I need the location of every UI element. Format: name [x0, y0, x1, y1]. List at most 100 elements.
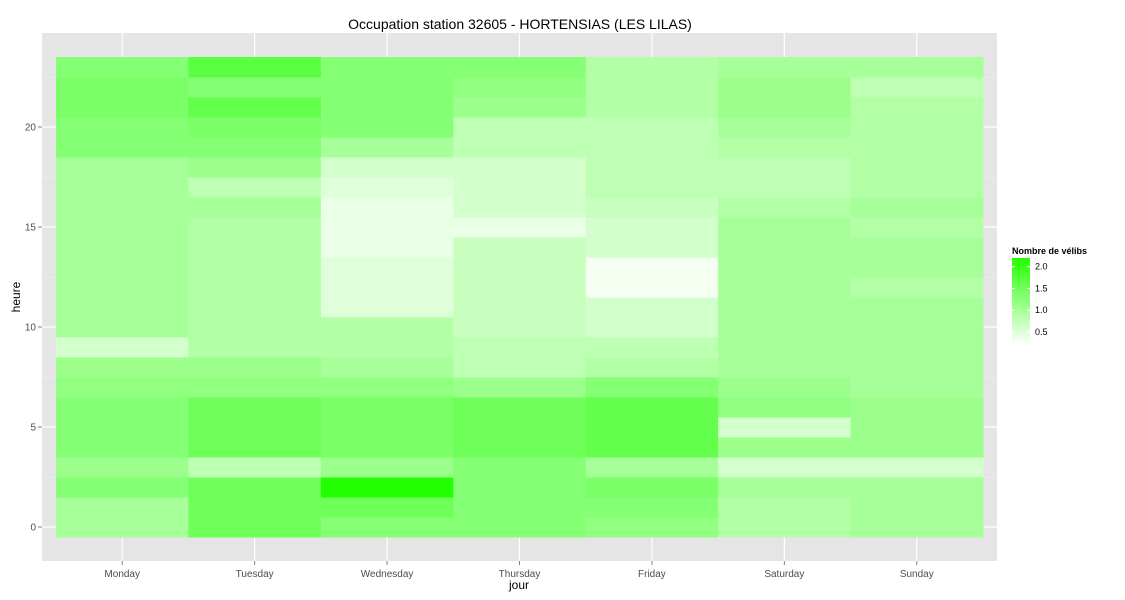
heatmap-cell — [320, 437, 454, 458]
heatmap-cell — [56, 337, 189, 358]
heatmap-cell — [56, 117, 189, 138]
heatmap-cell — [585, 57, 719, 78]
heatmap-cell — [56, 257, 189, 278]
heatmap-cell — [453, 237, 587, 258]
heatmap-cell — [585, 77, 719, 98]
heatmap-cell — [453, 477, 587, 498]
y-axis-title: heure — [9, 281, 23, 312]
heatmap-cell — [320, 337, 454, 358]
heatmap-cell — [718, 357, 852, 378]
heatmap-cell — [453, 157, 587, 178]
heatmap-cell — [320, 457, 454, 478]
y-tick-label: 10 — [25, 323, 37, 334]
heatmap-cell — [718, 377, 852, 398]
heatmap-cell — [850, 397, 984, 418]
heatmap-cell — [320, 97, 454, 118]
heatmap-cell — [320, 517, 454, 538]
y-axis: 0 5 10 15 20 — [25, 123, 42, 534]
legend-tick-label: 2.0 — [1035, 262, 1048, 272]
heatmap-cell — [850, 497, 984, 518]
heatmap-cell — [585, 317, 719, 338]
heatmap-cell — [718, 417, 852, 438]
chart-title: Occupation station 32605 - HORTENSIAS (L… — [348, 16, 692, 32]
heatmap-cell — [585, 97, 719, 118]
heatmap-cell — [850, 277, 984, 298]
heatmap-cell — [453, 257, 587, 278]
y-tick-label: 5 — [30, 423, 36, 434]
heatmap-cell — [188, 457, 322, 478]
heatmap-cell — [585, 217, 719, 238]
heatmap-cell — [320, 57, 454, 78]
heatmap-cell — [718, 237, 852, 258]
heatmap-cell — [56, 417, 189, 438]
heatmap-cell — [850, 297, 984, 318]
heatmap-cell — [56, 217, 189, 238]
heatmap-cell — [320, 217, 454, 238]
heatmap-cell — [585, 457, 719, 478]
heatmap-cell — [850, 197, 984, 218]
heatmap-cell — [718, 297, 852, 318]
heatmap-cell — [56, 277, 189, 298]
heatmap-cell — [56, 457, 189, 478]
heatmap-cell — [188, 57, 322, 78]
heatmap-cell — [56, 357, 189, 378]
heatmap-cells — [56, 57, 984, 538]
heatmap-cell — [188, 137, 322, 158]
heatmap-cell — [718, 457, 852, 478]
heatmap-cell — [453, 317, 587, 338]
heatmap-cell — [718, 197, 852, 218]
x-tick-label: Sunday — [900, 569, 934, 580]
heatmap-cell — [56, 437, 189, 458]
legend-tick-label: 1.0 — [1035, 305, 1048, 315]
heatmap-cell — [585, 257, 719, 278]
heatmap-cell — [320, 137, 454, 158]
heatmap-cell — [188, 257, 322, 278]
x-tick-label: Friday — [638, 569, 666, 580]
legend: Nombre de vélibs 0.5 1.0 1.5 2.0 — [1012, 246, 1087, 345]
legend-title: Nombre de vélibs — [1012, 246, 1087, 256]
heatmap-cell — [320, 477, 454, 498]
heatmap-cell — [56, 197, 189, 218]
heatmap-cell — [718, 157, 852, 178]
heatmap-cell — [188, 97, 322, 118]
heatmap-cell — [585, 397, 719, 418]
heatmap-cell — [320, 417, 454, 438]
heatmap-cell — [320, 497, 454, 518]
legend-tick-label: 1.5 — [1035, 283, 1048, 293]
heatmap-cell — [718, 57, 852, 78]
heatmap-cell — [850, 117, 984, 138]
heatmap-cell — [453, 397, 587, 418]
heatmap-cell — [188, 337, 322, 358]
heatmap-cell — [453, 57, 587, 78]
heatmap-cell — [453, 337, 587, 358]
heatmap-cell — [453, 497, 587, 518]
heatmap-cell — [585, 277, 719, 298]
heatmap-cell — [718, 137, 852, 158]
heatmap-cell — [188, 177, 322, 198]
heatmap-cell — [453, 197, 587, 218]
heatmap-cell — [718, 437, 852, 458]
heatmap-cell — [850, 157, 984, 178]
heatmap-cell — [56, 317, 189, 338]
heatmap-cell — [453, 437, 587, 458]
x-tick-label: Wednesday — [361, 569, 414, 580]
heatmap-cell — [585, 437, 719, 458]
heatmap-cell — [453, 217, 587, 238]
heatmap-cell — [56, 297, 189, 318]
heatmap-cell — [718, 497, 852, 518]
heatmap-cell — [585, 137, 719, 158]
heatmap-cell — [850, 517, 984, 538]
heatmap-cell — [320, 317, 454, 338]
x-tick-label: Tuesday — [236, 569, 274, 580]
heatmap-cell — [850, 137, 984, 158]
heatmap-cell — [320, 77, 454, 98]
heatmap-cell — [718, 77, 852, 98]
heatmap-cell — [320, 257, 454, 278]
heatmap-cell — [453, 357, 587, 378]
heatmap-cell — [585, 377, 719, 398]
heatmap-cell — [585, 417, 719, 438]
y-tick-label: 20 — [25, 123, 37, 134]
heatmap-cell — [320, 397, 454, 418]
heatmap-cell — [320, 197, 454, 218]
